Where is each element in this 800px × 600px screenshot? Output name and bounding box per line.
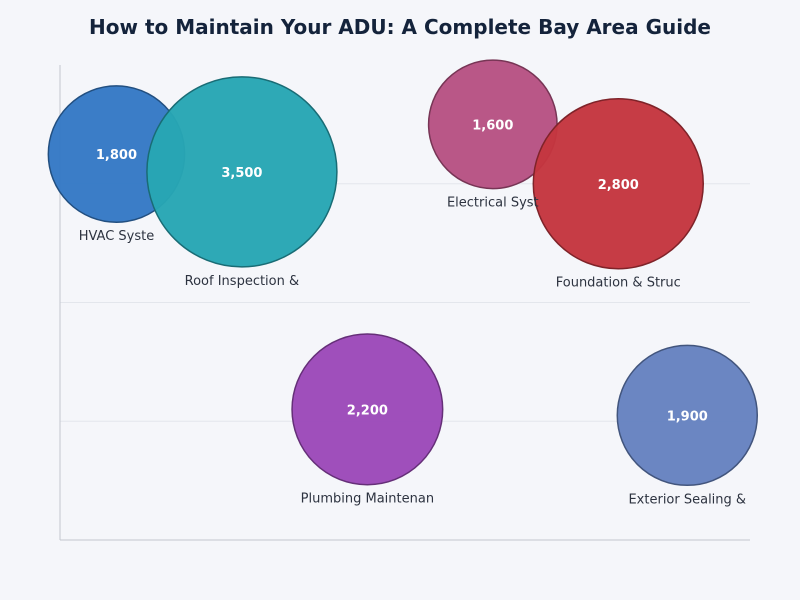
bubble-value-label: 3,500 [221, 166, 262, 181]
bubble-value-label: 2,800 [598, 178, 639, 193]
bubble-value-label: 1,800 [96, 148, 137, 163]
chart-title: How to Maintain Your ADU: A Complete Bay… [89, 15, 711, 39]
bubble-category-label: Roof Inspection & [185, 274, 299, 289]
bubble-value-label: 1,600 [472, 118, 513, 133]
bubble-category-label: Electrical Syst [447, 196, 539, 211]
bubble[interactable] [616, 344, 759, 487]
bubble-labels: HVAC Syste Roof Inspection & Electrical Sy… [79, 196, 746, 508]
bubble-category-label: HVAC Syste [79, 229, 155, 244]
bubble[interactable] [532, 98, 704, 270]
bubble-category-label: Exterior Sealing & [628, 492, 746, 507]
bubble[interactable] [291, 333, 444, 486]
bubble-category-label: Foundation & Struc [556, 276, 681, 291]
bubbles: 1,800 3,500 1,600 2,800 2,200 1,900 [47, 59, 759, 487]
bubble-value-label: 1,900 [667, 409, 708, 424]
bubble-category-label: Plumbing Maintenan [301, 492, 434, 507]
bubble-value-label: 2,200 [347, 403, 388, 418]
bubble[interactable] [146, 76, 338, 268]
